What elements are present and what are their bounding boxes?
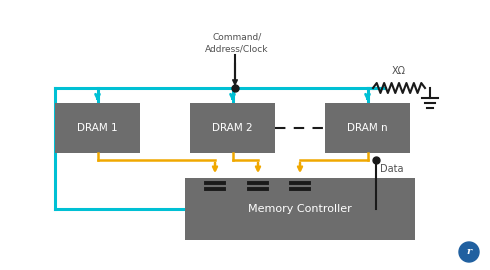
Text: DRAM n: DRAM n <box>347 123 388 133</box>
Text: Memory Controller: Memory Controller <box>248 204 352 214</box>
Circle shape <box>459 242 479 262</box>
Text: DRAM 1: DRAM 1 <box>77 123 118 133</box>
Text: Command/
Address/Clock: Command/ Address/Clock <box>205 33 269 53</box>
Bar <box>190 103 275 153</box>
Bar <box>325 103 410 153</box>
Text: XΩ: XΩ <box>392 66 406 76</box>
Text: Data: Data <box>379 164 403 174</box>
Bar <box>55 103 140 153</box>
Text: r: r <box>466 248 471 256</box>
Text: DRAM 2: DRAM 2 <box>212 123 253 133</box>
Bar <box>185 178 415 240</box>
